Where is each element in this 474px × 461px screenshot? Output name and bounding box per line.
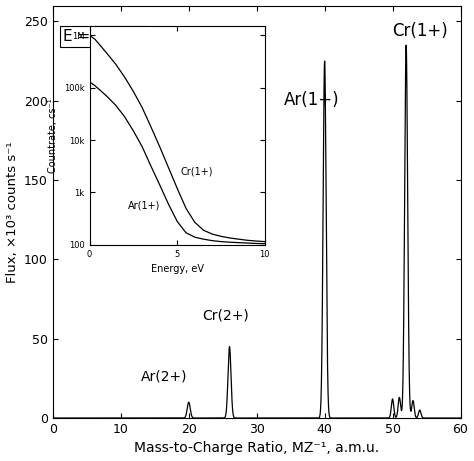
Y-axis label: Flux, ×10³ counts s⁻¹: Flux, ×10³ counts s⁻¹	[6, 141, 18, 283]
Text: Ar(1+): Ar(1+)	[284, 91, 339, 109]
Text: Cr(2+): Cr(2+)	[202, 309, 249, 323]
Text: Ar(2+): Ar(2+)	[141, 369, 188, 383]
Text: Cr(1+): Cr(1+)	[392, 23, 448, 41]
Text: E = 0.6 eV: E = 0.6 eV	[63, 30, 144, 44]
X-axis label: Mass-to-Charge Ratio, MZ⁻¹, a.m.u.: Mass-to-Charge Ratio, MZ⁻¹, a.m.u.	[134, 442, 379, 455]
